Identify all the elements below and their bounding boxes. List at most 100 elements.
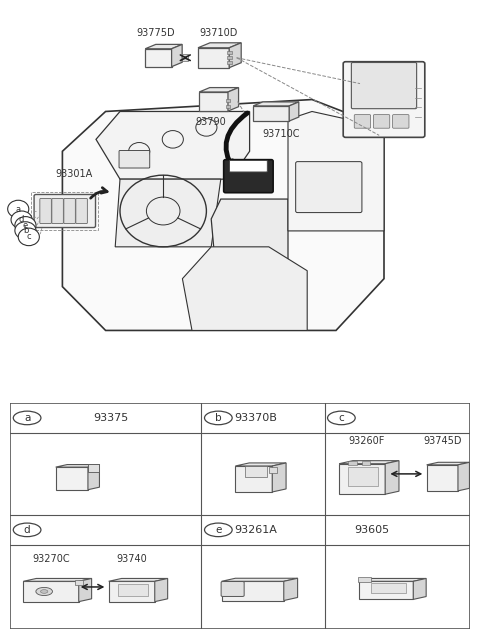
Circle shape (15, 222, 36, 240)
Circle shape (11, 211, 32, 229)
Polygon shape (199, 92, 228, 111)
Polygon shape (24, 582, 79, 602)
Bar (118, 583, 148, 596)
Polygon shape (427, 462, 469, 465)
Text: 93375: 93375 (93, 413, 129, 423)
Text: 93270C: 93270C (32, 554, 70, 564)
FancyBboxPatch shape (359, 577, 371, 582)
Polygon shape (198, 48, 229, 68)
Polygon shape (108, 578, 168, 582)
Polygon shape (96, 111, 250, 179)
FancyBboxPatch shape (269, 467, 277, 473)
Polygon shape (88, 464, 99, 490)
FancyBboxPatch shape (40, 199, 51, 224)
Polygon shape (235, 466, 272, 492)
Polygon shape (79, 578, 92, 602)
Circle shape (8, 200, 29, 218)
Text: 93370B: 93370B (235, 413, 277, 423)
Polygon shape (359, 578, 426, 582)
FancyBboxPatch shape (52, 199, 63, 224)
Text: e: e (23, 221, 28, 230)
Bar (348, 467, 378, 486)
Text: d: d (19, 215, 24, 224)
Polygon shape (24, 578, 92, 582)
Text: c: c (26, 233, 31, 241)
Polygon shape (385, 461, 399, 494)
Polygon shape (211, 199, 288, 326)
FancyBboxPatch shape (351, 62, 417, 109)
Polygon shape (272, 463, 286, 492)
Bar (226, 99, 230, 101)
Bar (372, 583, 406, 592)
Circle shape (15, 217, 36, 234)
Text: 93745D: 93745D (423, 436, 462, 447)
Polygon shape (458, 462, 469, 491)
Polygon shape (115, 179, 221, 247)
Polygon shape (289, 102, 299, 121)
Circle shape (204, 411, 232, 425)
Text: 93775D: 93775D (137, 28, 175, 38)
Polygon shape (182, 247, 307, 331)
Text: 93740: 93740 (116, 554, 147, 564)
Polygon shape (56, 464, 99, 467)
Circle shape (40, 590, 48, 593)
Text: c: c (338, 413, 344, 423)
Circle shape (13, 411, 41, 425)
Circle shape (36, 587, 52, 596)
FancyBboxPatch shape (119, 150, 150, 168)
FancyBboxPatch shape (221, 582, 244, 596)
FancyBboxPatch shape (393, 115, 409, 128)
FancyBboxPatch shape (64, 199, 75, 224)
Text: 93261A: 93261A (235, 525, 277, 535)
Polygon shape (108, 582, 155, 602)
Polygon shape (339, 464, 385, 494)
Polygon shape (199, 87, 239, 92)
Bar (228, 51, 232, 54)
FancyBboxPatch shape (181, 54, 188, 61)
Bar (348, 461, 357, 465)
Circle shape (13, 523, 41, 536)
Polygon shape (284, 578, 298, 601)
FancyBboxPatch shape (76, 199, 87, 224)
FancyBboxPatch shape (223, 253, 262, 308)
FancyBboxPatch shape (224, 160, 273, 192)
Polygon shape (427, 465, 458, 491)
Text: 93301A: 93301A (56, 169, 93, 179)
Text: 93790: 93790 (196, 117, 227, 127)
Polygon shape (288, 111, 384, 231)
Polygon shape (155, 578, 168, 602)
Bar (228, 56, 232, 59)
Polygon shape (145, 45, 182, 49)
Text: 93710D: 93710D (199, 28, 238, 38)
Polygon shape (145, 49, 172, 67)
FancyBboxPatch shape (229, 161, 267, 172)
Circle shape (327, 411, 355, 425)
Bar (362, 461, 371, 465)
Text: a: a (24, 413, 30, 423)
Text: d: d (24, 525, 30, 535)
Text: a: a (16, 204, 21, 213)
Text: 93605: 93605 (354, 525, 389, 535)
Polygon shape (222, 578, 298, 582)
Polygon shape (222, 582, 284, 601)
FancyBboxPatch shape (34, 194, 96, 227)
Polygon shape (172, 45, 182, 67)
FancyBboxPatch shape (239, 266, 256, 300)
Polygon shape (253, 102, 299, 106)
Polygon shape (339, 461, 399, 464)
Polygon shape (56, 467, 88, 490)
Polygon shape (413, 578, 426, 599)
FancyBboxPatch shape (75, 580, 83, 585)
FancyBboxPatch shape (88, 464, 99, 472)
Bar (245, 466, 267, 477)
Polygon shape (359, 582, 413, 599)
FancyBboxPatch shape (296, 162, 362, 213)
Polygon shape (235, 463, 286, 466)
Bar (228, 61, 232, 64)
FancyBboxPatch shape (354, 115, 371, 128)
FancyBboxPatch shape (343, 62, 425, 138)
Text: 93260F: 93260F (348, 436, 385, 447)
Text: b: b (215, 413, 222, 423)
Polygon shape (229, 43, 241, 68)
Polygon shape (253, 106, 289, 121)
